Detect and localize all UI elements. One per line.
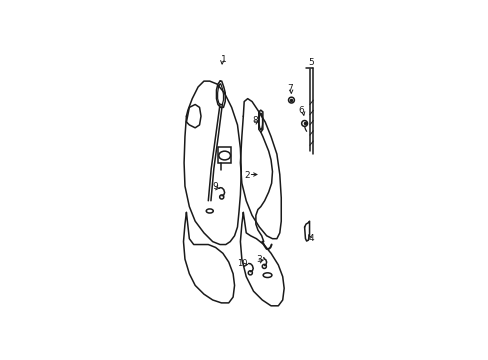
Text: 5: 5: [308, 58, 313, 67]
Ellipse shape: [218, 151, 230, 160]
Circle shape: [288, 97, 294, 103]
Text: 8: 8: [252, 116, 257, 125]
Ellipse shape: [259, 113, 262, 130]
Text: 7: 7: [286, 84, 292, 93]
Text: 6: 6: [298, 106, 304, 115]
Text: 9: 9: [212, 182, 218, 191]
Circle shape: [219, 195, 224, 199]
Text: 1: 1: [221, 55, 226, 64]
Ellipse shape: [263, 273, 271, 278]
Text: 2: 2: [244, 171, 249, 180]
Circle shape: [262, 264, 266, 269]
Circle shape: [301, 121, 307, 126]
Text: 10: 10: [236, 259, 246, 268]
Text: 4: 4: [308, 234, 313, 243]
Text: 3: 3: [255, 255, 261, 264]
Ellipse shape: [206, 209, 213, 213]
Circle shape: [248, 271, 252, 275]
FancyBboxPatch shape: [218, 147, 231, 163]
